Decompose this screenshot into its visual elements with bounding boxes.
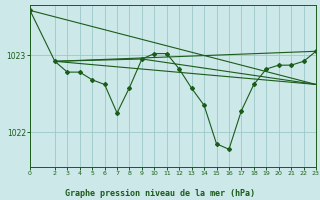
Text: Graphe pression niveau de la mer (hPa): Graphe pression niveau de la mer (hPa) <box>65 189 255 198</box>
